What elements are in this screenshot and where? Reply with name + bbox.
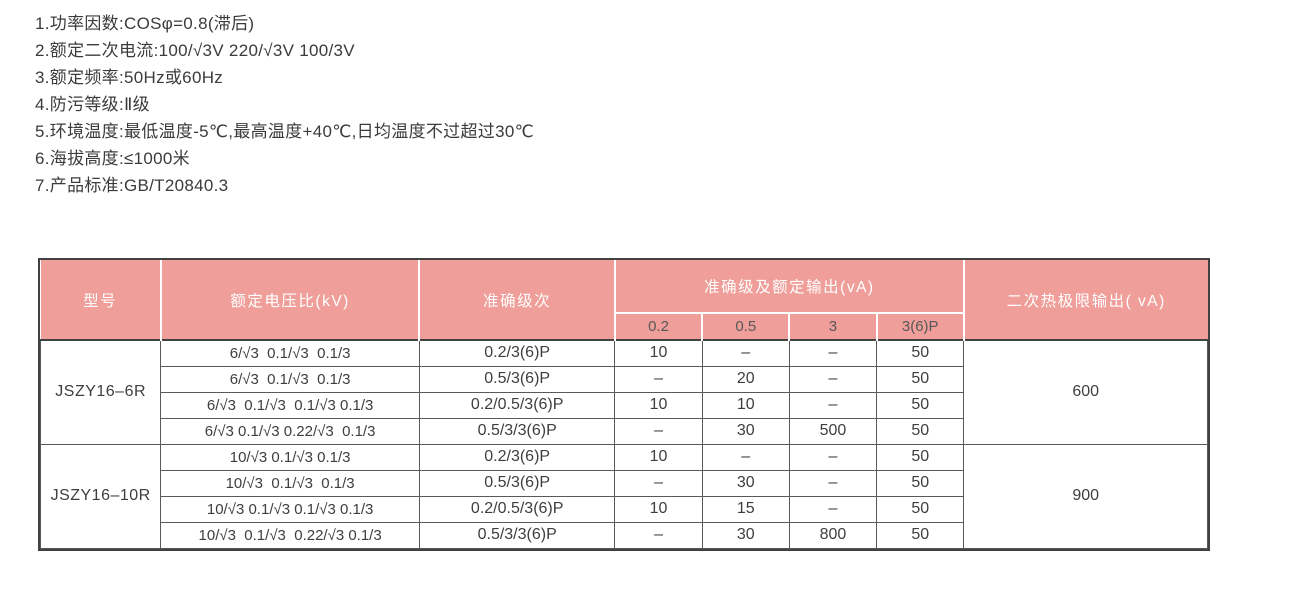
output-cell: 50: [876, 391, 965, 419]
col-subheader-3-6-p: 3(6)P: [876, 312, 965, 340]
accuracy-cell: 0.2/3(6)P: [418, 339, 616, 367]
output-cell: 15: [701, 495, 790, 523]
ratio-cell: 10/√3 0.1/√3 0.1/3: [160, 443, 420, 471]
output-cell: 50: [876, 339, 965, 367]
output-cell: 10: [614, 495, 703, 523]
col-subheader-3: 3: [789, 312, 878, 340]
output-cell: –: [701, 339, 790, 367]
spec-line-power-factor: 1.功率因数:COSφ=0.8(滞后): [35, 14, 255, 33]
ratio-cell: 6/√3 0.1/√3 0.22/√3 0.1/3: [160, 417, 420, 445]
output-cell: –: [614, 521, 703, 549]
output-cell: 50: [876, 417, 965, 445]
accuracy-cell: 0.2/0.5/3(6)P: [418, 495, 616, 523]
table-row: 10/√3 0.1/√3 0.1/√3 0.1/3 0.2/0.5/3(6)P …: [41, 495, 1208, 523]
output-cell: 800: [788, 521, 878, 549]
output-cell: –: [701, 443, 790, 471]
col-header-thermal-limit: 二次热极限输出( vA): [963, 260, 1208, 340]
output-cell: 10: [614, 391, 703, 419]
col-header-accuracy: 准确级次: [419, 260, 616, 340]
table-row: 10/√3 0.1/√3 0.1/3 0.5/3(6)P – 30 – 50: [41, 469, 1208, 497]
output-cell: 30: [701, 469, 790, 497]
spec-list: 1.功率因数:COSφ=0.8(滞后) 2.额定二次电流:100/√3V 220…: [35, 10, 534, 199]
output-cell: 50: [876, 469, 965, 497]
ratio-cell: 6/√3 0.1/√3 0.1/3: [160, 365, 420, 393]
spec-line-pollution-class: 4.防污等级:Ⅱ级: [35, 95, 150, 114]
output-cell: –: [788, 365, 878, 393]
ratio-cell: 10/√3 0.1/√3 0.22/√3 0.1/3: [160, 521, 420, 549]
ratio-cell: 6/√3 0.1/√3 0.1/3: [160, 339, 420, 367]
output-cell: –: [614, 417, 703, 445]
output-cell: –: [614, 469, 703, 497]
table-row: 6/√3 0.1/√3 0.1/√3 0.1/3 0.2/0.5/3(6)P 1…: [41, 391, 1208, 419]
accuracy-cell: 0.2/0.5/3(6)P: [418, 391, 616, 419]
col-subheader-0.2: 0.2: [614, 312, 704, 340]
output-cell: 10: [614, 443, 703, 471]
output-cell: 50: [876, 443, 965, 471]
output-cell: 10: [614, 339, 703, 367]
output-cell: –: [788, 443, 878, 471]
model-cell: JSZY16–10R: [39, 443, 162, 549]
table-row: JSZY16–10R 10/√3 0.1/√3 0.1/3 0.2/3(6)P …: [39, 443, 1208, 549]
table-row: JSZY16–6R 6/√3 0.1/√3 0.1/3 0.2/3(6)P 10…: [39, 339, 1208, 445]
spec-line-ambient-temp: 5.环境温度:最低温度-5℃,最高温度+40℃,日均温度不过超过30℃: [35, 122, 534, 141]
spec-table-container: 型号 额定电压比(kV) 准确级次 准确级及额定输出(vA) 二次热极限输出( …: [38, 258, 1210, 551]
accuracy-cell: 0.2/3(6)P: [418, 443, 616, 471]
col-header-model: 型号: [40, 260, 162, 340]
col-subheader-0.5: 0.5: [702, 312, 791, 340]
output-cell: 50: [876, 495, 965, 523]
thermal-limit-cell: 900: [963, 443, 1208, 549]
table-row: 6/√3 0.1/√3 0.22/√3 0.1/3 0.5/3/3(6)P – …: [41, 417, 1208, 445]
ratio-cell: 6/√3 0.1/√3 0.1/√3 0.1/3: [160, 391, 420, 419]
accuracy-cell: 0.5/3/3(6)P: [418, 521, 616, 549]
table-row: 10/√3 0.1/√3 0.22/√3 0.1/3 0.5/3/3(6)P –…: [41, 521, 1208, 549]
accuracy-cell: 0.5/3(6)P: [418, 469, 616, 497]
accuracy-cell: 0.5/3/3(6)P: [418, 417, 616, 445]
output-cell: –: [788, 495, 878, 523]
output-cell: –: [788, 339, 878, 367]
output-cell: 20: [701, 365, 790, 393]
col-header-output-group: 准确级及额定输出(vA): [614, 260, 965, 313]
output-cell: 30: [701, 417, 790, 445]
thermal-limit-cell: 600: [963, 339, 1208, 445]
ratio-cell: 10/√3 0.1/√3 0.1/3: [160, 469, 420, 497]
table-row: 6/√3 0.1/√3 0.1/3 0.5/3(6)P – 20 – 50: [41, 365, 1208, 393]
output-cell: –: [788, 469, 878, 497]
output-cell: –: [614, 365, 703, 393]
output-cell: 10: [701, 391, 790, 419]
spec-line-secondary-current: 2.额定二次电流:100/√3V 220/√3V 100/3V: [35, 41, 355, 60]
output-cell: 50: [876, 521, 965, 549]
spec-line-frequency: 3.额定频率:50Hz或60Hz: [35, 68, 224, 87]
spec-line-product-standard: 7.产品标准:GB/T20840.3: [35, 176, 229, 195]
spec-line-altitude: 6.海拔高度:≤1000米: [35, 149, 190, 168]
col-header-ratio: 额定电压比(kV): [160, 260, 421, 340]
spec-table: 型号 额定电压比(kV) 准确级次 准确级及额定输出(vA) 二次热极限输出( …: [39, 260, 1208, 549]
output-cell: 30: [701, 521, 790, 549]
output-cell: –: [788, 391, 878, 419]
model-cell: JSZY16–6R: [39, 339, 162, 445]
output-cell: 50: [876, 365, 965, 393]
accuracy-cell: 0.5/3(6)P: [418, 365, 616, 393]
output-cell: 500: [788, 417, 878, 445]
ratio-cell: 10/√3 0.1/√3 0.1/√3 0.1/3: [160, 495, 420, 523]
